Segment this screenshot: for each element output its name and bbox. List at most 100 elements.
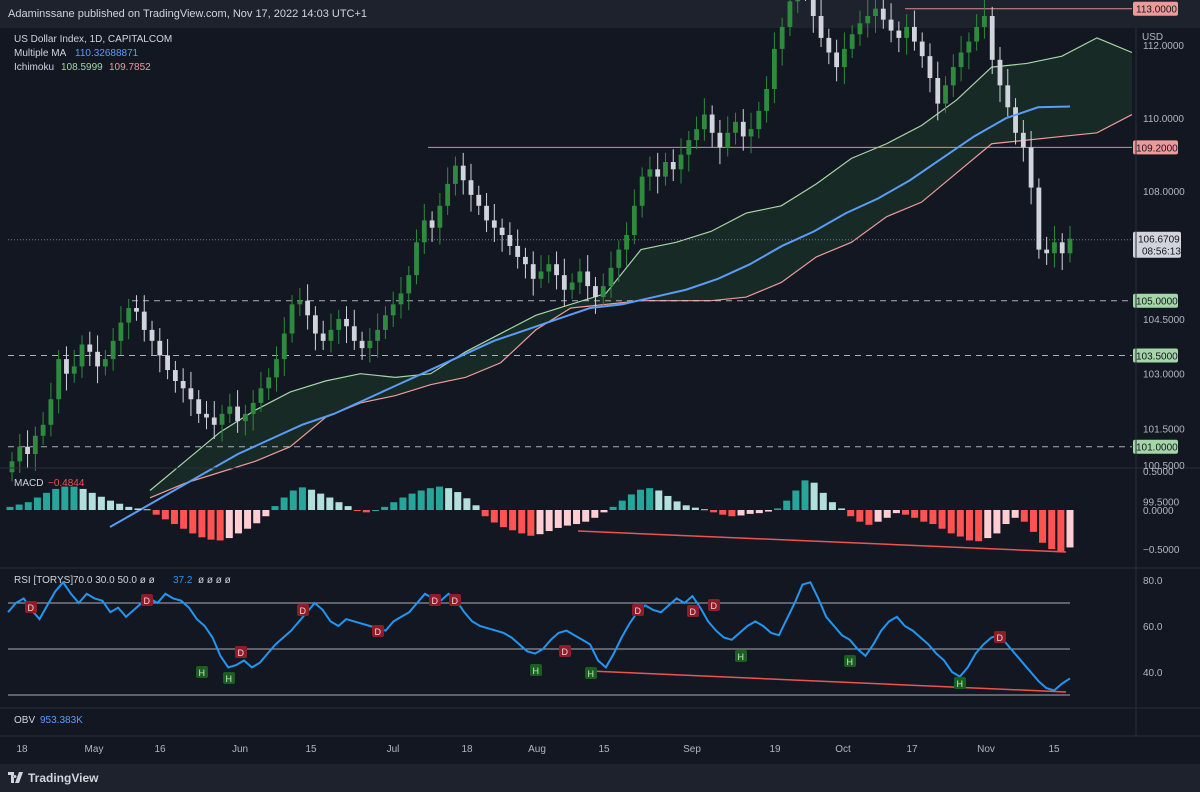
ichimoku-cloud [149, 37, 1133, 499]
candle-body [320, 333, 326, 341]
legend-ichimoku-v2: 109.7852 [109, 62, 151, 73]
macd-bar [481, 510, 489, 517]
candle-body [1059, 242, 1065, 254]
candle-body [476, 194, 482, 206]
macd-bar [97, 496, 105, 510]
candle-body [211, 417, 217, 425]
candle-body [180, 381, 186, 389]
price-candles [9, 0, 1073, 482]
candle-body [748, 129, 754, 137]
tradingview-logo[interactable]: TradingView [8, 771, 98, 785]
macd-bar [618, 500, 626, 510]
candle-body [79, 344, 85, 367]
rsi-h-marker-label: H [199, 668, 206, 678]
candle-body [538, 271, 544, 279]
rsi-h-marker [223, 672, 235, 684]
rsi-d-marker [372, 625, 384, 637]
level-tag-label: 109.2000 [1136, 143, 1178, 154]
candle-body [756, 110, 762, 130]
macd-bar [198, 510, 206, 538]
macd-bar [262, 510, 270, 517]
macd-bar [518, 510, 526, 534]
macd-bar [372, 510, 380, 511]
candle-body [616, 249, 622, 268]
macd-bar [24, 502, 32, 510]
macd-bar [856, 510, 864, 522]
publish-bar: Adaminssane published on TradingView.com… [0, 0, 1200, 28]
macd-bar [344, 506, 352, 510]
rsi-tick-label: 80.0 [1143, 576, 1163, 587]
candle-body [779, 26, 785, 49]
candle-body [110, 340, 116, 360]
rsi-h-marker [844, 655, 856, 667]
macd-bar [408, 493, 416, 510]
rsi-d-marker-label: D [562, 647, 569, 657]
candle-body [56, 359, 62, 400]
moving-average [109, 105, 1071, 528]
obv-label: OBV [14, 715, 35, 726]
macd-bar [600, 510, 608, 513]
macd-bar [929, 510, 937, 525]
candle-body [639, 176, 645, 206]
x-tick-label: 18 [461, 744, 473, 755]
macd-bar [43, 492, 51, 510]
candle-body [375, 329, 381, 341]
price-tick-label: 104.5000 [1143, 315, 1185, 326]
macd-bar [390, 502, 398, 510]
macd-bar [655, 490, 663, 510]
macd-bar [792, 490, 800, 510]
price-tick-label: 108.0000 [1143, 187, 1185, 198]
candle-body [118, 322, 124, 341]
candle-body [188, 388, 194, 400]
candle-body [242, 413, 248, 422]
candle-body [546, 264, 552, 272]
rsi-d-marker-label: D [635, 606, 642, 616]
macd-bar [646, 488, 654, 510]
candle-body [795, 0, 801, 2]
rsi-h-marker-label: H [533, 666, 540, 676]
candle-body [880, 8, 886, 20]
candle-body [569, 282, 575, 290]
candle-body [460, 165, 466, 181]
rsi-d-marker [687, 605, 699, 617]
candle-body [305, 300, 311, 316]
candle-body [336, 318, 342, 330]
rsi-h-marker [735, 650, 747, 662]
macd-label: MACD [14, 478, 43, 489]
candle-body [655, 169, 661, 177]
macd-bar [728, 510, 736, 517]
macd-bar [399, 497, 407, 510]
level-tag [1133, 1, 1178, 16]
candle-body [709, 114, 715, 133]
price-tick-label: 110.0000 [1143, 114, 1184, 125]
chart-canvas[interactable]: 113.0000 109.2000 105.0000 103.5000 101.0000… [0, 0, 1200, 764]
candle-body [64, 359, 69, 374]
rsi-d-marker-label: D [238, 648, 245, 658]
macd-bar [70, 486, 78, 510]
macd-bar [454, 492, 462, 510]
macd-bar [1011, 510, 1019, 518]
macd-bar [764, 510, 772, 512]
countdown-label: 08:56:13 [1142, 247, 1181, 258]
x-tick-label: May [85, 744, 104, 755]
candle-body [414, 242, 419, 276]
brand-name: TradingView [28, 771, 99, 785]
rsi-h-marker [954, 677, 966, 689]
candle-body [686, 140, 692, 155]
macd-bar [435, 486, 443, 510]
level-tag-label: 113.0000 [1136, 5, 1177, 16]
macd-bar [719, 510, 727, 515]
candle-body [818, 16, 824, 38]
candle-body [491, 220, 497, 228]
candle-body [943, 85, 948, 104]
candle-body [950, 67, 956, 86]
current-price-label: 106.6709 [1138, 235, 1180, 246]
macd-bar [234, 510, 242, 534]
candle-body [1036, 187, 1042, 250]
candle-body [849, 34, 855, 49]
candle-body [810, 0, 816, 17]
candle-body [841, 48, 847, 68]
rsi-params-tail: ø ø ø ø [198, 575, 231, 586]
candle-body [289, 304, 295, 334]
candle-body [927, 56, 933, 79]
